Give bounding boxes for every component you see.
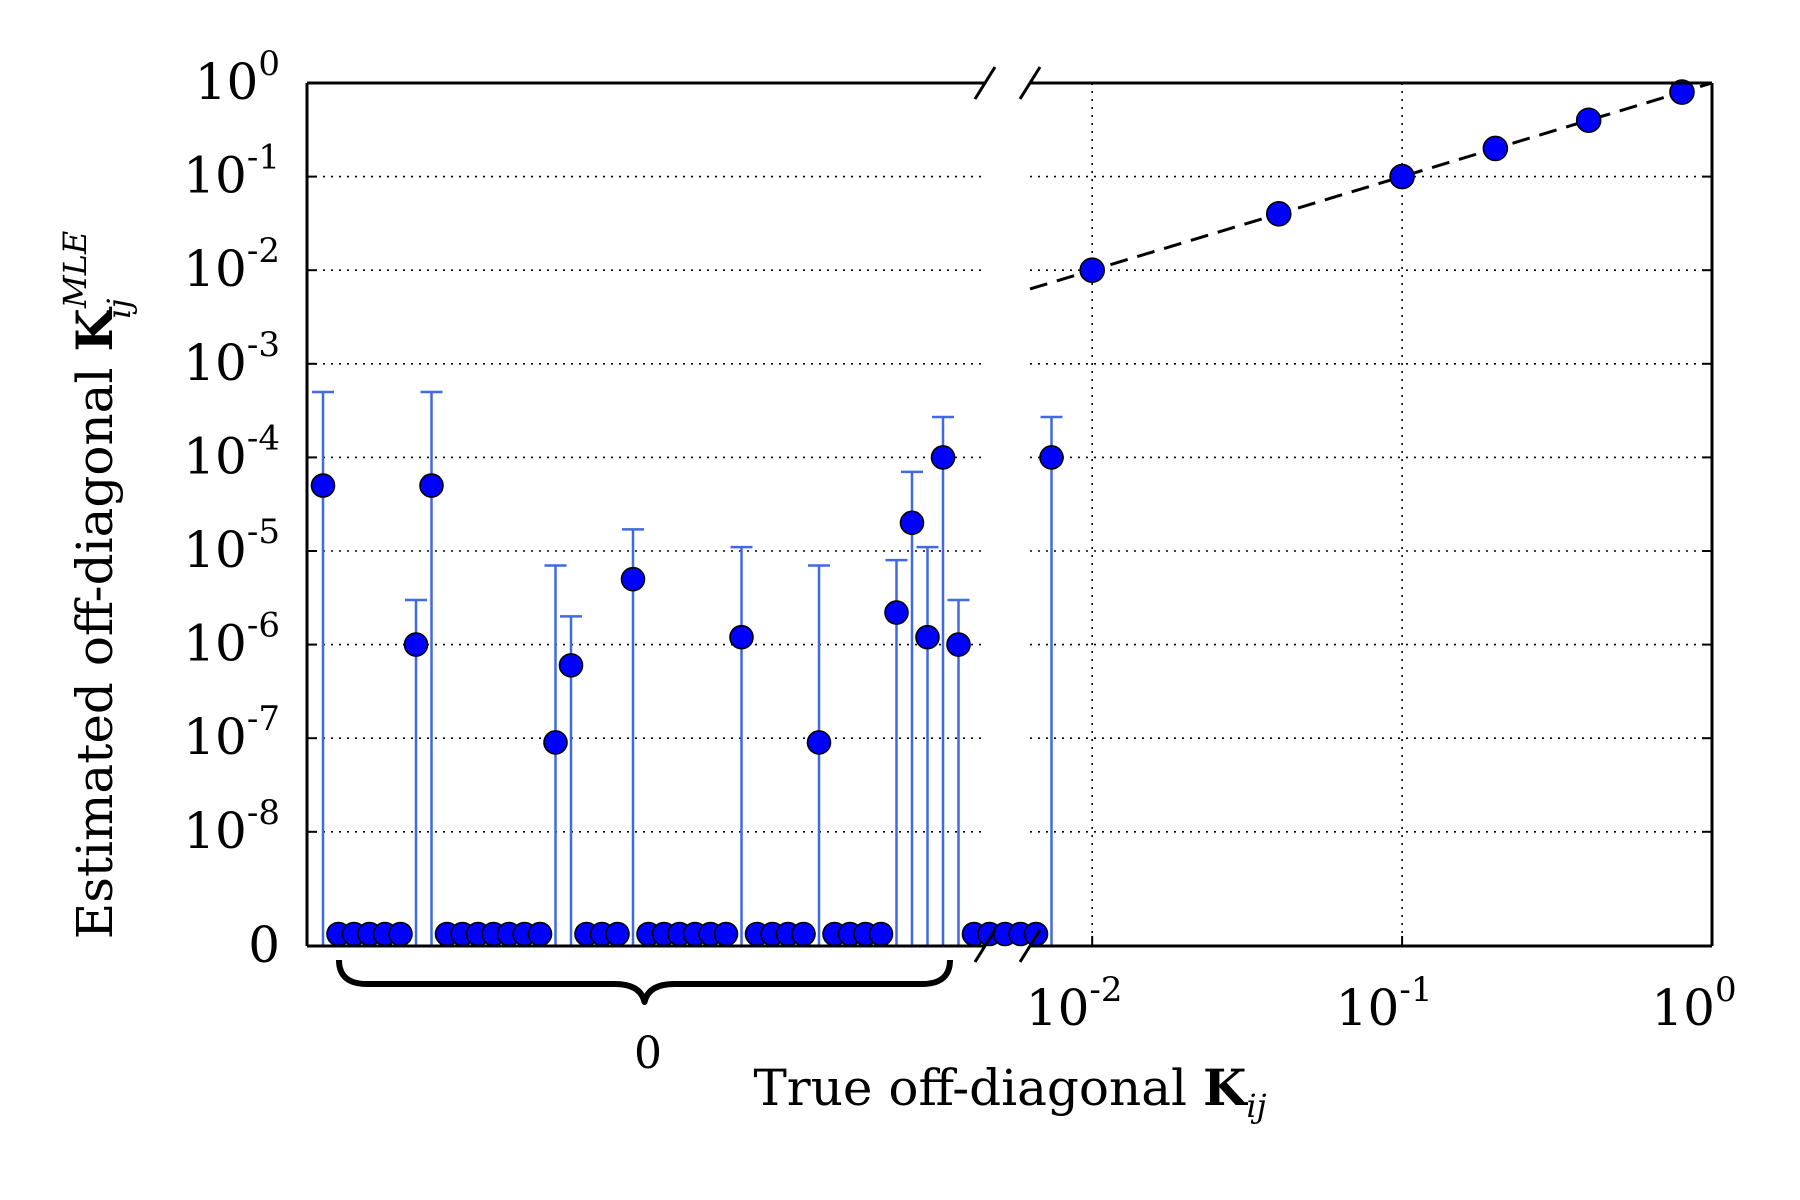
data-point <box>915 624 940 650</box>
x-axis-label: True off-diagonal Kij <box>753 1058 1266 1125</box>
x-tick-label: 10-1 <box>1336 970 1433 1037</box>
zero-group-brace <box>336 959 953 1005</box>
data-point <box>1482 135 1509 162</box>
plot-frame <box>305 66 1714 963</box>
data-point <box>791 921 816 947</box>
y-tick-label: 10-2 <box>183 231 280 298</box>
x-tick-labels: 10-2 10-1 100 <box>1026 970 1737 1037</box>
y-axis-label-superscript: MLE <box>56 231 94 309</box>
data-point <box>527 921 553 947</box>
data-point <box>605 921 630 947</box>
y-tick-label: 10-5 <box>183 512 280 579</box>
y-axis-label: Estimated off-diagonal KMLE ij <box>56 231 138 939</box>
axis-break-mark <box>973 929 997 963</box>
y-axis-label-prefix: Estimated off-diagonal <box>66 352 124 940</box>
data-point <box>806 730 832 755</box>
data-point <box>930 445 956 470</box>
reference-line <box>1029 81 1713 291</box>
axis-break-mark <box>973 66 997 100</box>
data-point <box>620 566 646 592</box>
axis-break-mark <box>1018 929 1042 963</box>
data-point <box>729 624 754 650</box>
data-point <box>310 473 336 498</box>
data-point <box>1265 201 1292 227</box>
y-axis-label-subscript: ij <box>100 299 138 319</box>
data-point <box>1575 107 1602 134</box>
data-point <box>884 600 909 625</box>
x-tick-label: 10-2 <box>1026 970 1123 1037</box>
grid-lines <box>307 83 1712 946</box>
y-tick-label: 10-4 <box>183 418 280 485</box>
y-axis-label-symbol: K <box>65 307 124 352</box>
y-tick-label: 10-8 <box>183 793 280 860</box>
data-points <box>310 79 1695 947</box>
x-tick-label: 100 <box>1651 970 1736 1037</box>
data-point <box>543 730 568 755</box>
data-point <box>1079 257 1105 284</box>
data-point <box>558 653 584 678</box>
reference-line-segment <box>1029 81 1713 291</box>
y-tick-label: 10-6 <box>183 606 280 673</box>
data-point <box>899 510 925 536</box>
y-tick-label: 10-7 <box>183 699 280 766</box>
y-tick-labels: 100 10-1 10-2 10-3 10-4 10-5 10-6 10-7 10-8 0 <box>183 44 280 974</box>
data-point <box>403 632 429 657</box>
data-point <box>946 632 971 657</box>
x-axis-label-subscript: ij <box>1246 1087 1266 1125</box>
error-bars <box>312 390 1063 946</box>
y-tick-label: 100 <box>195 44 280 111</box>
y-tick-label: 10-3 <box>183 325 280 392</box>
data-point <box>1389 163 1415 190</box>
curly-brace <box>336 959 953 1005</box>
data-point <box>1039 445 1064 470</box>
data-point <box>713 921 739 947</box>
zero-group-label: 0 <box>634 1028 662 1079</box>
data-point <box>419 473 444 498</box>
data-point <box>388 921 413 947</box>
x-axis-label-symbol: K <box>1203 1058 1248 1117</box>
data-point <box>1669 79 1695 105</box>
data-point <box>868 921 894 947</box>
axis-break-mark <box>1018 66 1042 100</box>
y-tick-label: 10-1 <box>183 138 280 205</box>
x-axis-label-prefix: True off-diagonal <box>753 1059 1203 1117</box>
y-tick-label: 0 <box>248 916 280 974</box>
